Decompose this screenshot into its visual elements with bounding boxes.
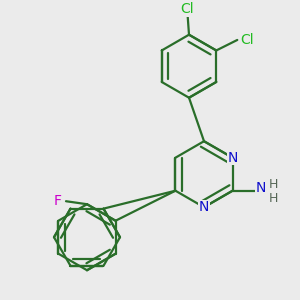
Text: N: N xyxy=(199,200,209,214)
Text: F: F xyxy=(53,194,62,208)
Text: Cl: Cl xyxy=(181,2,194,16)
Text: H: H xyxy=(268,192,278,205)
Text: Cl: Cl xyxy=(240,33,254,47)
Text: H: H xyxy=(268,178,278,191)
Text: N: N xyxy=(227,151,238,165)
Text: N: N xyxy=(256,181,266,195)
